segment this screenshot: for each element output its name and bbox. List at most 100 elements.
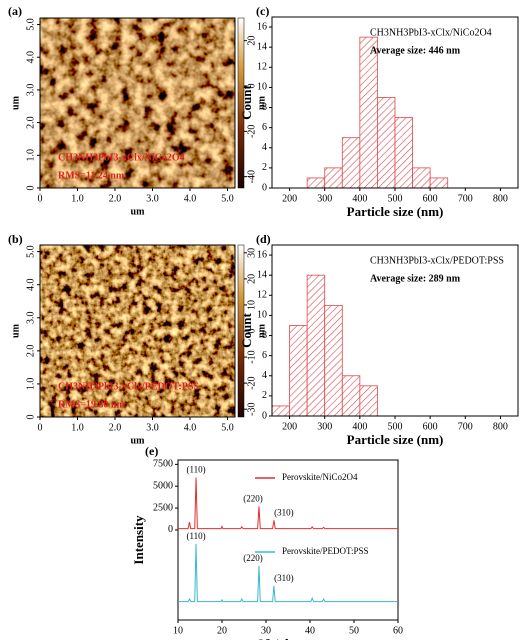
annotation: CH3NH3PbI3-xClx/PEDOT:PSS [370,255,504,266]
colorbar-label: nm [256,95,267,110]
panel-label: (b) [8,232,23,246]
colorbar-tick-label: -20 [246,125,257,138]
x-tick-label: 3.0 [146,422,159,433]
x-tick-label: 1.0 [71,193,84,204]
x-tick-label: 1.0 [71,422,84,433]
panel-label: (c) [256,4,269,18]
colorbar-tick-label: -20 [246,376,257,389]
colorbar-tick-label: 0 [246,329,257,334]
x-axis-label: Particle size (nm) [347,204,444,219]
x-axis-label: um [131,206,146,217]
panel-label: (a) [8,4,22,18]
x-tick-label: 10 [173,625,183,636]
histogram-bar [271,405,290,417]
colorbar-tick-label: -30 [246,403,257,416]
y-tick-label: 0 [262,182,267,193]
histogram-bar [341,375,361,417]
x-tick-label: 500 [388,421,403,432]
annotation: Average size: 289 nm [370,273,461,284]
x-tick-label: 4.0 [184,193,197,204]
y-tick-label: 1.0 [25,378,36,391]
y-tick-label: 7500 [153,459,173,470]
colorbar-tick-label: 20 [246,36,257,46]
plot-frame [271,244,519,417]
peak-label: (310) [274,507,294,517]
y-tick-label: 14 [257,269,267,280]
x-tick-label: 30 [261,625,271,636]
x-axis-label: 2θ / degree [258,636,318,640]
histogram-bar [306,177,326,189]
histogram-bar [412,167,431,189]
afm-image [40,245,235,417]
x-tick-label: 400 [352,193,367,204]
x-tick-label: 600 [423,193,438,204]
y-tick-label: 4 [262,142,267,153]
colorbar-tick-label: -10 [246,350,257,363]
y-tick-label: 12 [257,62,267,73]
afm-image [40,18,235,188]
x-tick-label: 40 [305,625,315,636]
x-tick-label: 300 [317,421,332,432]
x-tick-label: 800 [493,193,508,204]
y-tick-label: 4 [262,370,267,381]
y-tick-label: 6 [262,350,267,361]
xrd-line [178,477,398,530]
x-tick-label: 0 [38,193,43,204]
x-tick-label: 0 [38,422,43,433]
histogram-bar [429,177,449,189]
y-tick-label: 6 [262,122,267,133]
x-tick-label: 3.0 [146,193,159,204]
y-axis-label: Count [239,84,254,119]
legend-label: Perovskite/PEDOT:PSS [282,546,369,556]
x-tick-label: 600 [423,421,438,432]
histogram-bar [289,325,308,417]
x-tick-label: 700 [458,421,473,432]
y-axis-label: um [10,95,21,110]
histogram-bar [377,97,396,189]
y-tick-label: 12 [257,290,267,301]
colorbar-label: nm [256,323,267,338]
y-tick-label: 0 [168,524,173,535]
peak-label: (110) [186,531,205,541]
histogram-bar [359,385,378,417]
y-axis-label: Count [239,312,254,347]
x-tick-label: 300 [317,193,332,204]
histogram-bar [306,274,326,417]
y-tick-label: 2 [262,390,267,401]
y-tick-label: 1.0 [25,149,36,162]
y-tick-label: 5.0 [25,18,36,31]
plot-frame [177,459,399,621]
x-tick-label: 5.0 [221,422,234,433]
panel-label: (d) [256,232,271,246]
y-tick-label: 2.0 [25,116,36,129]
y-tick-label: 16 [257,249,267,260]
y-tick-label: 5000 [153,481,173,492]
annotation: CH3NH3PbI3-xClx/NiCo2O4 [58,152,185,163]
y-tick-label: 8 [262,102,267,113]
colorbar-tick-label: 30 [246,248,257,258]
y-tick-label: 3.0 [25,84,36,97]
x-tick-label: 20 [217,625,227,636]
y-tick-label: 2.0 [25,345,36,358]
annotation: RMS=11.24 nm [58,170,125,181]
plot-frame [39,17,236,189]
colorbar [237,17,245,189]
x-tick-label: 400 [352,421,367,432]
y-tick-label: 16 [257,21,267,32]
xrd-line [178,543,398,603]
y-tick-label: 2 [262,162,267,173]
histogram-bar [394,117,413,189]
x-tick-label: 60 [393,625,403,636]
y-tick-label: 5.0 [25,245,36,258]
x-tick-label: 2.0 [109,422,122,433]
x-tick-label: 50 [349,625,359,636]
histogram-bar [324,304,343,417]
panel-label: (e) [145,444,158,458]
peak-label: (220) [243,493,263,503]
y-tick-label: 8 [262,330,267,341]
x-tick-label: 200 [282,193,297,204]
x-tick-label: 200 [282,421,297,432]
y-tick-label: 10 [257,82,267,93]
y-tick-label: 0 [25,415,36,420]
y-tick-label: 4.0 [25,51,36,64]
